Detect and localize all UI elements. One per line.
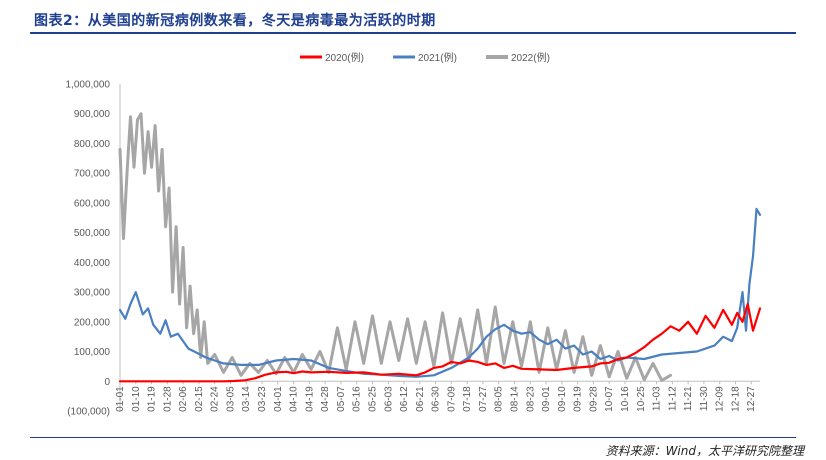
x-tick-label: 02-15 — [194, 386, 205, 412]
x-tick-label: 09-28 — [588, 386, 599, 412]
series-line-2021 — [118, 207, 762, 378]
y-tick-label: (100,000) — [67, 407, 110, 418]
x-tick-label: 01-28 — [162, 386, 173, 412]
x-tick-label: 12-09 — [715, 386, 726, 412]
x-tick-label: 11-21 — [683, 386, 694, 411]
x-axis: 01-01 01-10 01-19 01-28 02-06 02-15 02-24 03-05… — [115, 380, 760, 412]
x-tick-label: 08-14 — [510, 386, 521, 412]
x-tick-label: 06-12 — [399, 386, 410, 412]
x-tick-label: 04-28 — [320, 386, 331, 412]
chart-title: 图表2：从美国的新冠病例数来看，冬天是病毒最为活跃的时期 — [34, 13, 436, 29]
x-tick-label: 10-07 — [604, 386, 615, 412]
x-tick-label: 05-16 — [352, 386, 363, 412]
x-tick-label: 05-25 — [367, 386, 378, 412]
legend-label-2022: 2022(例) — [511, 51, 550, 64]
source-note: 资料来源：Wind，太平洋研究院整理 — [605, 444, 804, 458]
x-tick-label: 06-21 — [415, 386, 426, 412]
x-tick-label: 06-03 — [383, 386, 394, 412]
x-tick-label: 07-18 — [462, 386, 473, 412]
y-tick-label: 500,000 — [74, 228, 111, 239]
x-tick-label: 01-10 — [131, 386, 142, 412]
x-tick-label: 07-27 — [478, 386, 489, 412]
series-group — [118, 112, 762, 383]
x-tick-label: 12-27 — [746, 386, 757, 412]
y-tick-label: 900,000 — [74, 109, 111, 120]
x-tick-label: 04-01 — [273, 386, 284, 412]
series-line-2020 — [118, 302, 762, 383]
x-tick-label: 03-23 — [257, 386, 268, 412]
x-tick-label: 02-24 — [210, 386, 221, 412]
x-tick-label: 08-23 — [525, 386, 536, 412]
x-tick-label: 02-06 — [178, 386, 189, 412]
legend-label-2020: 2020(例) — [325, 51, 364, 64]
x-tick-label: 10-16 — [620, 386, 631, 412]
x-tick-label: 11-30 — [699, 386, 710, 411]
x-tick-label: 03-05 — [225, 386, 236, 412]
x-tick-label: 11-03 — [652, 386, 663, 411]
y-tick-label: 100,000 — [74, 347, 111, 358]
y-axis: (100,000) 0 100,000 200,000 300,000 400,000 50… — [66, 80, 121, 418]
y-tick-label: 400,000 — [74, 258, 111, 269]
x-tick-label: 01-19 — [147, 386, 158, 412]
series-line-2022 — [118, 112, 673, 382]
x-tick-label: 04-10 — [289, 386, 300, 412]
y-tick-label: 1,000,000 — [66, 80, 111, 91]
legend-label-2021: 2021(例) — [418, 51, 457, 64]
x-tick-label: 04-19 — [304, 386, 315, 412]
x-tick-label: 09-01 — [541, 386, 552, 412]
x-tick-label: 07-09 — [446, 386, 457, 412]
y-tick-label: 0 — [104, 377, 110, 388]
x-tick-label: 11-12 — [667, 386, 678, 411]
legend: 2020(例) 2021(例) 2022(例) — [300, 51, 550, 64]
title-rule — [30, 32, 796, 34]
y-tick-label: 300,000 — [74, 288, 111, 299]
x-tick-label: 01-01 — [115, 386, 126, 412]
x-tick-label: 03-14 — [241, 386, 252, 412]
x-tick-label: 05-07 — [336, 386, 347, 412]
y-tick-label: 800,000 — [74, 139, 111, 150]
y-tick-label: 200,000 — [74, 317, 111, 328]
y-tick-label: 600,000 — [74, 198, 111, 209]
x-tick-label: 12-18 — [730, 386, 741, 412]
x-tick-label: 09-10 — [557, 386, 568, 412]
x-tick-label: 06-30 — [431, 386, 442, 412]
x-tick-label: 09-19 — [573, 386, 584, 412]
bottom-rule — [30, 437, 796, 438]
y-tick-label: 700,000 — [74, 169, 111, 180]
x-tick-label: 10-25 — [636, 386, 647, 412]
x-tick-label: 08-05 — [494, 386, 505, 412]
